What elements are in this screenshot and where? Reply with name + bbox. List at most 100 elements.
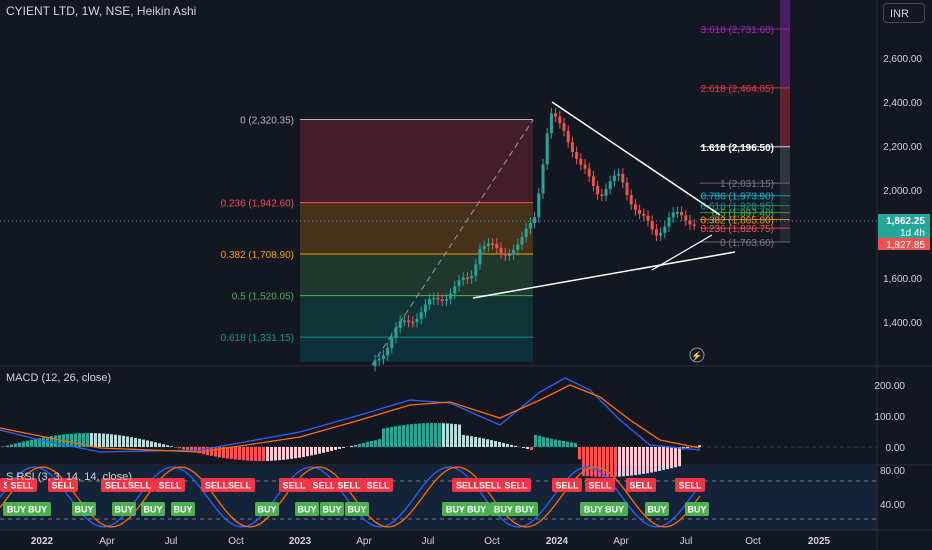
macd-histogram-bar: [570, 442, 573, 447]
buy-signal-label: BUY BUY: [494, 505, 534, 515]
macd-histogram-bar: [238, 447, 241, 460]
macd-histogram-bar: [558, 440, 561, 447]
macd-histogram-bar: [550, 438, 553, 447]
candle: [390, 337, 394, 348]
macd-histogram-bar: [522, 447, 525, 448]
candle: [575, 151, 579, 159]
candle: [470, 275, 474, 279]
candle: [478, 248, 482, 265]
macd-histogram-bar: [230, 447, 233, 460]
price-tag-label: 1d 4h: [900, 228, 925, 239]
macd-histogram-bar: [274, 447, 277, 461]
macd-histogram-bar: [2, 446, 5, 447]
macd-histogram-bar: [218, 447, 221, 458]
fib-level-label: 0 (2,320.35): [240, 116, 294, 127]
macd-label[interactable]: MACD (12, 26, close): [6, 372, 112, 384]
candle: [591, 176, 595, 186]
time-axis-label: 2025: [808, 536, 831, 547]
macd-histogram-bar: [262, 447, 265, 461]
currency-selector[interactable]: INR: [883, 3, 925, 23]
macd-histogram-bar: [578, 447, 581, 460]
macd-histogram-bar: [142, 439, 145, 447]
lightning-icon: ⚡: [691, 350, 702, 362]
macd-histogram-bar: [362, 442, 365, 447]
macd-histogram-bar: [118, 435, 121, 447]
macd-histogram-bar: [298, 447, 301, 458]
macd-histogram-bar: [250, 447, 253, 461]
buy-signal: [3, 502, 51, 516]
sell-signal-label: SELL: [337, 481, 361, 491]
candle: [617, 173, 621, 176]
macd-histogram-bar: [610, 447, 613, 477]
candle: [663, 226, 667, 233]
buy-signal-label: BUY: [322, 505, 341, 515]
macd-histogram-bar: [82, 433, 85, 447]
price-axis-label: 2,400.00: [883, 98, 922, 109]
fib-zone: [300, 119, 533, 203]
candle: [596, 185, 600, 195]
candle: [381, 355, 385, 359]
srsi-label[interactable]: S RSI (3, 3, 14, 14, close): [6, 471, 132, 483]
macd-histogram-bar: [278, 447, 281, 461]
candle: [524, 228, 528, 238]
candle: [449, 293, 453, 299]
macd-histogram-bar: [30, 439, 33, 447]
buy-signal-label: BUY: [647, 505, 666, 515]
macd-histogram-bar: [458, 424, 461, 447]
fib-ext-label: 0.786 (1,973.90): [701, 192, 774, 203]
time-axis-label: Jul: [165, 536, 178, 547]
macd-histogram-bar: [598, 447, 601, 477]
sell-signal: [501, 478, 531, 492]
lightning-icon: [689, 347, 705, 363]
macd-axis-label: 200.00: [874, 381, 905, 392]
buy-signal-label: BUY: [257, 505, 276, 515]
macd-histogram-bar: [562, 440, 565, 447]
macd-histogram-bar: [418, 423, 421, 447]
candle: [642, 213, 646, 216]
candle: [604, 188, 608, 196]
price-tag: [878, 226, 930, 238]
chart-title: CYIENT LTD, 1W, NSE, Heikin Ashi: [6, 4, 197, 18]
fib-level-label: 0.382 (1,708.90): [221, 250, 294, 261]
price-axis-label: 2,000.00: [883, 186, 922, 197]
macd-histogram-bar: [462, 435, 465, 447]
fib-ext-label: 0 (1,763.60): [720, 238, 774, 249]
sell-signal-label: SELL: [504, 481, 528, 491]
candle: [428, 299, 432, 305]
macd-histogram-bar: [166, 445, 169, 447]
macd-histogram-bar: [454, 424, 457, 447]
macd-histogram-bar: [94, 433, 97, 447]
macd-histogram-bar: [374, 440, 377, 447]
buy-signal-label: BUY: [173, 505, 192, 515]
candle: [453, 286, 457, 294]
candle: [516, 244, 520, 250]
time-axis-label: Oct: [484, 536, 500, 547]
buy-signal-label: BUY: [114, 505, 133, 515]
macd-histogram-bar: [426, 423, 429, 447]
macd-histogram-bar: [538, 435, 541, 447]
candle: [499, 247, 503, 254]
buy-signal-label: BUY BUY: [584, 505, 624, 515]
macd-histogram-bar: [602, 447, 605, 477]
macd-histogram-bar: [54, 435, 57, 447]
macd-histogram-bar: [542, 436, 545, 447]
macd-histogram-bar: [266, 447, 269, 461]
macd-histogram-bar: [410, 424, 413, 447]
macd-histogram-bar: [102, 433, 105, 447]
macd-histogram-bar: [658, 447, 661, 471]
macd-histogram-bar: [234, 447, 237, 460]
candle: [579, 158, 583, 165]
candle: [537, 193, 541, 218]
sell-signal-label: SELL: [629, 481, 653, 491]
macd-histogram-bar: [10, 444, 13, 447]
buy-signal: [345, 502, 369, 516]
srsi-d-line: [0, 466, 701, 528]
macd-histogram-bar: [670, 447, 673, 469]
macd-histogram-bar: [338, 447, 341, 449]
macd-histogram-bar: [618, 447, 621, 477]
macd-histogram-bar: [126, 436, 129, 447]
macd-line: [0, 377, 701, 453]
macd-histogram-bar: [226, 447, 229, 459]
candle: [507, 254, 511, 256]
